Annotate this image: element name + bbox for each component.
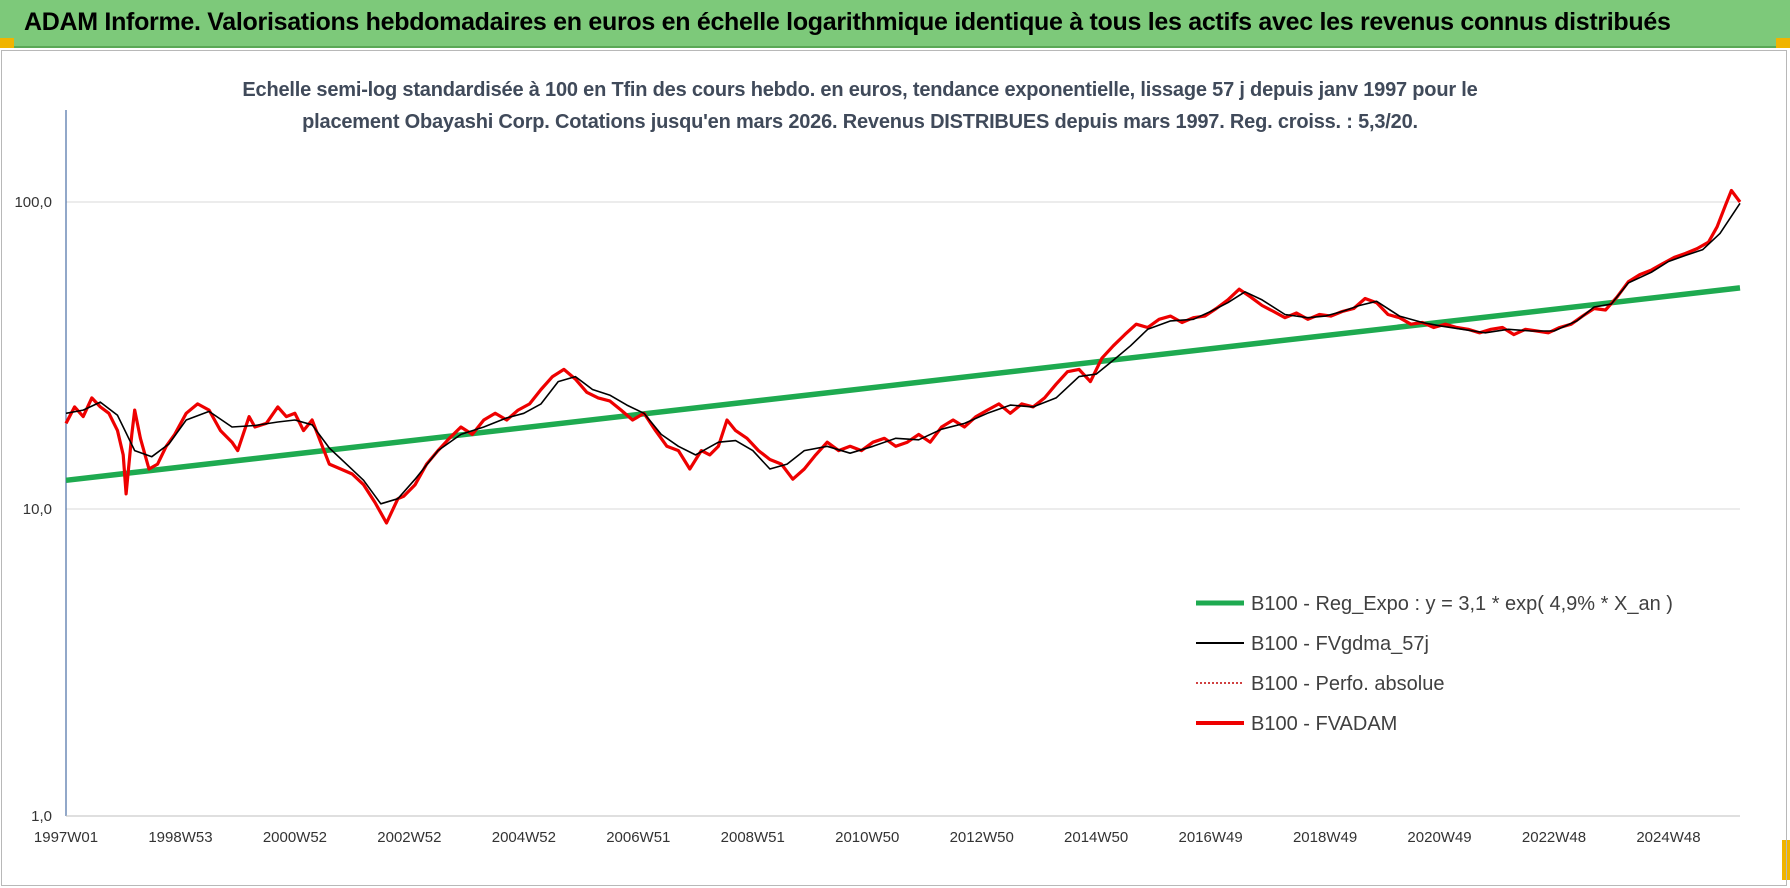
x-tick-label: 2020W49: [1407, 829, 1471, 846]
y-tick-label: 1,0: [31, 808, 52, 825]
tick-labels: 100,0 10,0 1,0 1997W01 1998W53 2000W52 2002W52…: [14, 194, 1700, 846]
x-tick-label: 1997W01: [34, 829, 98, 846]
x-tick-label: 1998W53: [148, 829, 212, 846]
x-tick-label: 2018W49: [1293, 829, 1357, 846]
chart-subtitle-line1: Echelle semi-log standardisée à 100 en T…: [242, 79, 1478, 101]
y-tick-label: 10,0: [23, 501, 52, 518]
legend-label-perfo: B100 - Perfo. absolue: [1251, 673, 1444, 695]
page-title: ADAM Informe. Valorisations hebdomadaire…: [24, 8, 1671, 36]
legend-label-reg: B100 - Reg_Expo : y = 3,1 * exp( 4,9% * …: [1251, 593, 1673, 615]
header-bar: ADAM Informe. Valorisations hebdomadaire…: [0, 0, 1790, 48]
legend-label-smooth: B100 - FVgdma_57j: [1251, 633, 1429, 655]
x-tick-label: 2014W50: [1064, 829, 1128, 846]
chart-subtitle: Echelle semi-log standardisée à 100 en T…: [160, 74, 1560, 138]
legend-label-fvadam: B100 - FVADAM: [1251, 713, 1397, 735]
legend: B100 - Reg_Expo : y = 3,1 * exp( 4,9% * …: [1196, 593, 1673, 735]
x-tick-label: 2010W50: [835, 829, 899, 846]
x-tick-label: 2024W48: [1636, 829, 1700, 846]
corner-marker-left: [0, 38, 14, 48]
y-tick-label: 100,0: [14, 194, 52, 211]
axes: [65, 110, 1740, 817]
x-tick-label: 2004W52: [492, 829, 556, 846]
series-line-fvgdma-57j: [65, 202, 1741, 505]
series-line-fvadam: [64, 188, 1742, 525]
x-tick-label: 2008W51: [721, 829, 785, 846]
chart-subtitle-line2: placement Obayashi Corp. Cotations jusqu…: [302, 111, 1418, 133]
chart-frame: [1, 50, 1787, 886]
corner-marker-right: [1776, 38, 1790, 48]
x-tick-label: 2006W51: [606, 829, 670, 846]
x-tick-label: 2000W52: [263, 829, 327, 846]
series-lines: [64, 188, 1742, 525]
x-tick-label: 2012W50: [950, 829, 1014, 846]
series-line-reg-expo: [65, 285, 1741, 484]
x-tick-label: 2022W48: [1522, 829, 1586, 846]
x-tick-label: 2016W49: [1179, 829, 1243, 846]
x-tick-label: 2002W52: [377, 829, 441, 846]
grid-lines: [66, 201, 1740, 510]
